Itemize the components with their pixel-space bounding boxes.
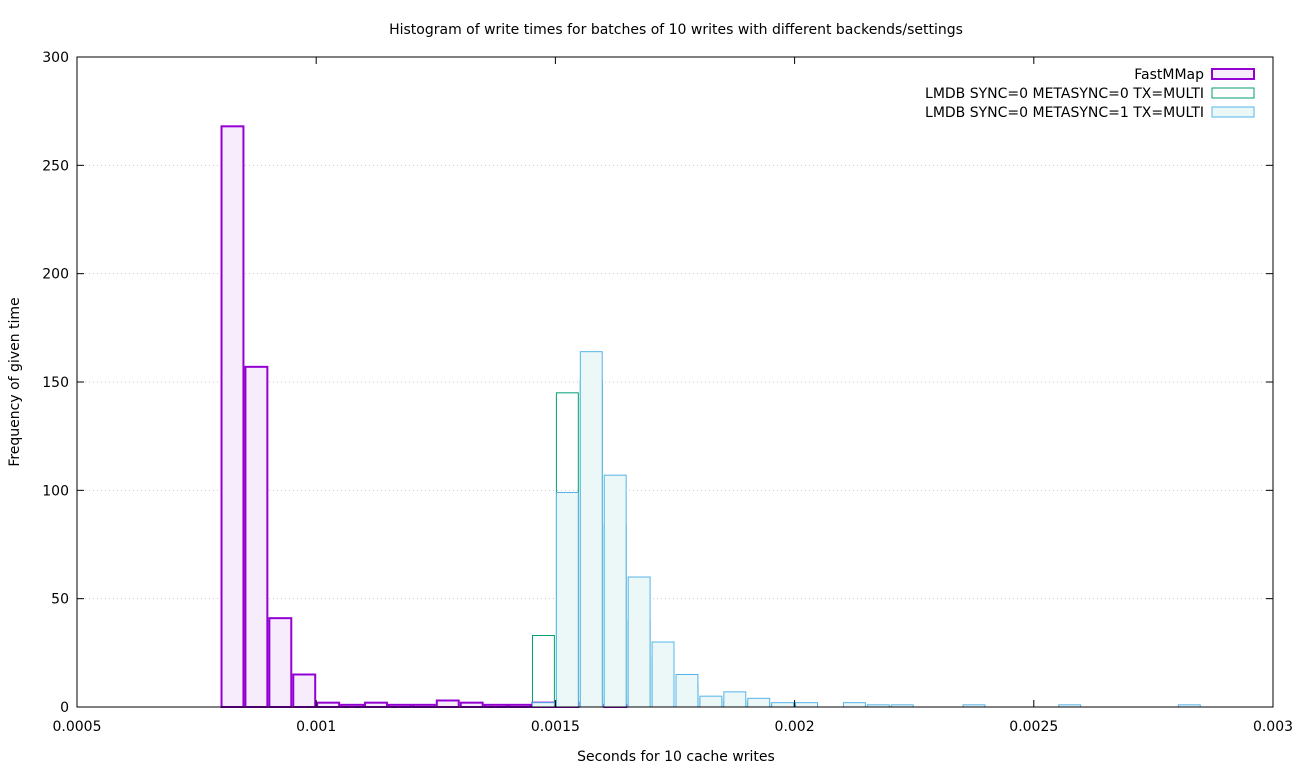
legend-swatch [1211, 87, 1255, 99]
y-tick-label: 100 [42, 483, 69, 499]
histogram-bar [364, 701, 388, 709]
histogram-bar [675, 674, 699, 708]
histogram-bar [603, 474, 627, 708]
legend-swatch [1211, 106, 1255, 118]
histogram-bar [795, 702, 819, 708]
histogram-bar [435, 699, 460, 708]
x-tick-label: 0.003 [1253, 719, 1293, 735]
y-tick-label: 0 [60, 700, 69, 716]
histogram-bar [651, 641, 675, 708]
axis-ticks: 0 50 100 150 200 250 300 0.0005 0.001 0.0015 0.002… [42, 50, 1293, 735]
histogram-bar [244, 365, 269, 708]
y-tick-label: 200 [42, 267, 69, 283]
y-tick-label: 150 [42, 375, 69, 391]
histogram-bar [555, 492, 579, 708]
histogram-bar [316, 701, 341, 709]
x-tick-label: 0.0025 [1009, 719, 1058, 735]
histogram-bar [459, 701, 484, 709]
grid-lines [77, 164, 1273, 600]
histogram-bar [747, 697, 771, 708]
histogram-bar [579, 351, 603, 708]
chart-title: Histogram of write times for batches of … [389, 22, 963, 38]
legend-label: LMDB SYNC=0 METASYNC=0 TX=MULTI [925, 86, 1204, 102]
y-axis-label: Frequency of given time [7, 297, 23, 466]
histogram-bar [627, 576, 651, 708]
x-tick-label: 0.0005 [53, 719, 102, 735]
histogram-bar [531, 635, 555, 708]
histogram-bar [531, 702, 555, 708]
bars [220, 125, 1201, 709]
x-axis-label: Seconds for 10 cache writes [577, 749, 775, 765]
y-tick-label: 250 [42, 158, 69, 174]
x-tick-label: 0.0015 [531, 719, 580, 735]
legend-swatch [1211, 68, 1255, 80]
series-1-bars [220, 125, 628, 709]
histogram-bar [723, 691, 747, 708]
legend-label: LMDB SYNC=0 METASYNC=1 TX=MULTI [925, 105, 1204, 121]
x-tick-label: 0.001 [296, 719, 336, 735]
y-tick-label: 300 [42, 50, 69, 66]
histogram-bar [771, 702, 795, 708]
legend-label: FastMMap [1134, 67, 1204, 83]
histogram-bar [268, 617, 293, 709]
histogram-bar [699, 695, 723, 708]
histogram-bar [842, 702, 866, 708]
histogram-bar [220, 125, 245, 709]
y-tick-label: 50 [51, 592, 69, 608]
histogram-bar [292, 673, 317, 708]
x-tick-label: 0.002 [775, 719, 815, 735]
series-3-bars [531, 351, 1201, 708]
legend: FastMMap LMDB SYNC=0 METASYNC=0 TX=MULTI L… [925, 67, 1255, 121]
